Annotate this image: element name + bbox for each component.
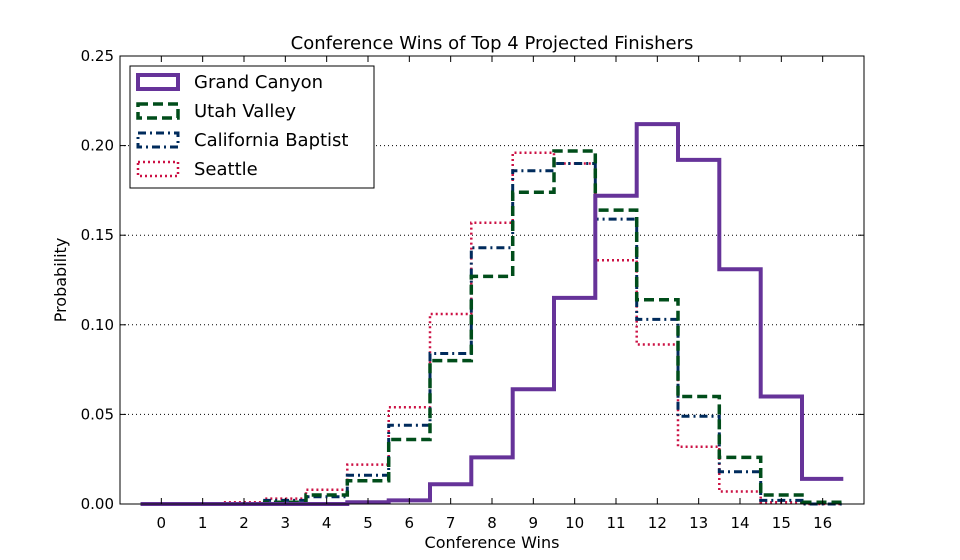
y-tick-label: 0.05 (81, 405, 114, 423)
x-tick-label: 14 (730, 514, 749, 532)
x-tick-label: 0 (157, 514, 167, 532)
x-tick-label: 15 (772, 514, 791, 532)
x-tick-label: 7 (446, 514, 456, 532)
x-axis-title: Conference Wins (425, 533, 560, 552)
x-tick-label: 4 (322, 514, 332, 532)
x-tick-label: 1 (198, 514, 208, 532)
x-tick-label: 3 (281, 514, 291, 532)
chart-title: Conference Wins of Top 4 Projected Finis… (291, 33, 694, 54)
x-tick-label: 9 (529, 514, 539, 532)
legend-swatch (136, 160, 180, 178)
legend-box (129, 65, 375, 189)
x-tick-label: 11 (606, 514, 625, 532)
y-tick-label: 0.25 (81, 47, 114, 65)
x-tick-label: 6 (405, 514, 415, 532)
y-tick-label: 0.10 (81, 316, 114, 334)
y-tick-label: 0.00 (81, 495, 114, 513)
series-line-seattle (140, 151, 844, 506)
legend-label: Grand Canyon (194, 72, 323, 93)
x-tick-label: 8 (487, 514, 497, 532)
legend-swatch (136, 102, 180, 120)
legend-label: California Baptist (194, 130, 349, 151)
series-line-utah-valley (140, 149, 844, 506)
y-tick-label: 0.20 (81, 137, 114, 155)
x-tick-label: 13 (689, 514, 708, 532)
legend-label: Utah Valley (194, 101, 296, 122)
y-axis-title: Probability (51, 238, 70, 323)
x-tick-label: 16 (813, 514, 832, 532)
legend-swatch (136, 73, 180, 91)
axis-ticks: 0 1 2 3 4 5 6 7 8 9 10 11 12 13 14 15 160.000.050.100.15… (81, 47, 864, 532)
x-tick-label: 10 (565, 514, 584, 532)
legend: Grand Canyon Utah Valley California Baptis… (129, 65, 375, 189)
x-tick-label: 12 (648, 514, 667, 532)
y-tick-label: 0.15 (81, 226, 114, 244)
x-tick-label: 2 (239, 514, 249, 532)
x-tick-label: 5 (363, 514, 373, 532)
legend-label: Seattle (194, 159, 258, 180)
series-line-california-baptist (140, 162, 844, 506)
legend-swatch (136, 131, 180, 149)
